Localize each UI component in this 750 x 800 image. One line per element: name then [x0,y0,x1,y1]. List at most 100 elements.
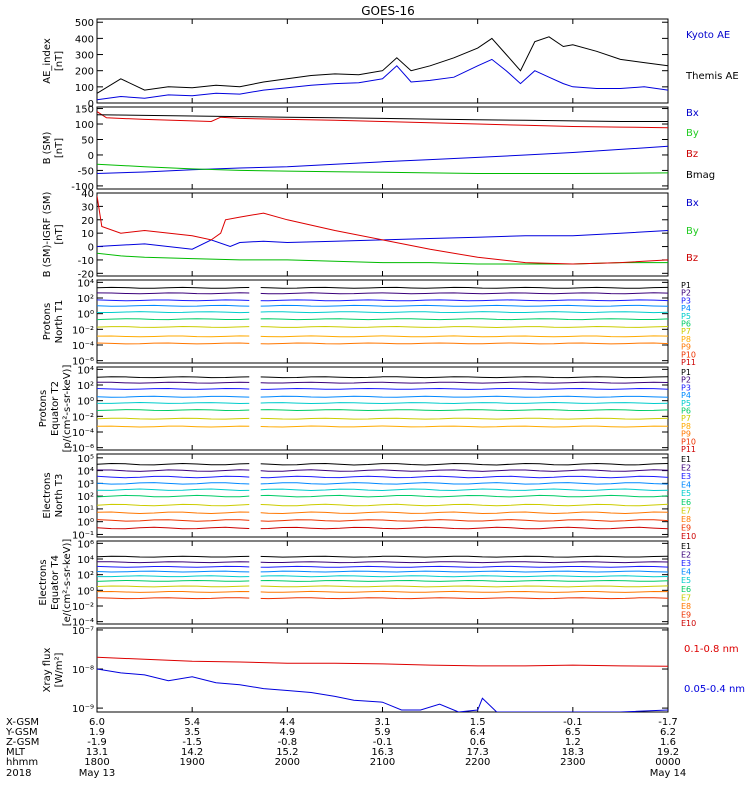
channel-label-e10: E10 [681,619,696,628]
legend-entry: Themis AE [685,71,739,82]
plot-area [97,462,668,530]
panel-bigrf: -20 -10 0 10 20 30 40 B (SM)-IGRF (SM) [nT] Bx By B… [42,189,699,280]
channel-label-p10: P10 [681,437,696,446]
channel-label-p7: P7 [681,327,691,336]
y-tick-label: 10⁻¹ [72,530,94,541]
axis-row-value: 5.9 [375,727,391,738]
legend-entry: Bz [686,253,698,264]
y-tick-label: 0 [88,243,94,254]
axis-row-value: 1800 [84,757,109,768]
channel-line-p2 [97,292,668,295]
panel-frame [96,540,669,625]
panel-e_t4: 10⁻⁴ 10⁻² 10⁰ 10² 10⁴ 10⁶ Electrons Equator T4[… [38,539,696,629]
y-tick-label: 200 [75,67,94,78]
channel-line-p7 [97,417,668,420]
y-tick-label: 10⁻⁶ [72,444,94,455]
y-tick-label: 10⁰ [77,397,94,408]
y-tick-label: 150 [75,105,94,116]
panel-p_t1: 10⁻⁶ 10⁻⁴ 10⁻² 10⁰ 10² 10⁴ Protons North T1 P1P2… [42,278,696,367]
y-axis-label: [p/(cm²-s-sr-keV)] [62,365,73,453]
y-tick-label: 10⁵ [77,454,94,465]
axis-row-value: 13.1 [86,747,108,758]
y-tick-label: -10 [78,256,94,267]
y-axis-label: AE_index [42,38,53,84]
data-gap [249,281,261,362]
series-line-kyoto-ae [97,58,668,101]
channel-line-p3 [97,299,668,302]
channel-label-e6: E6 [681,498,691,507]
channel-label-p2: P2 [681,376,691,385]
axis-row-label: X-GSM [6,717,39,728]
channel-label-e7: E7 [681,506,691,515]
panel-frame [96,18,669,104]
y-tick-label: 10⁻⁴ [72,618,94,629]
plot-area [97,286,668,345]
axis-row-value: 1.9 [89,727,105,738]
legend-entry: 0.05-0.4 nm [684,684,745,695]
channel-line-p8 [97,425,668,428]
y-tick-label: 30 [81,202,94,213]
channel-line-e8 [97,511,668,515]
channel-label-p11: P11 [681,358,696,367]
y-tick-label: 10⁻⁹ [72,704,94,715]
axis-row-value: -0.1 [373,737,393,748]
y-axis-label: [W/m²] [54,652,65,687]
series-line-bz [97,195,668,265]
channel-line-e2 [97,561,668,564]
axis-row-value: 1900 [179,757,204,768]
channel-label-e3: E3 [681,559,691,568]
panel-p_t2: 10⁻⁶ 10⁻⁴ 10⁻² 10⁰ 10² 10⁴ Protons Equator T2 [p… [38,365,696,455]
legend-entry: Bmag [686,170,715,181]
series-line-by [97,163,668,174]
axis-row-value: 14.2 [181,747,203,758]
channel-line-p1 [97,376,668,379]
y-tick-label: 10⁻⁶ [72,357,94,368]
channel-label-e5: E5 [681,489,691,498]
axis-row-label: Z-GSM [6,737,39,748]
y-axis-label: North T3 [54,474,65,518]
y-tick-label: -20 [78,269,94,280]
legend-entry: Bx [686,198,699,209]
channel-line-p8 [97,335,668,338]
channel-line-p4 [97,304,668,307]
axis-row-label: Y-GSM [5,727,38,738]
axis-row-value: -0.1 [563,717,583,728]
channel-line-p3 [97,387,668,390]
axis-row-value: 1.5 [470,717,486,728]
channel-label-p10: P10 [681,350,696,359]
channel-line-e8 [97,590,668,593]
channel-line-e10 [97,526,668,530]
plot-area [97,656,668,712]
axis-row-value: 19.2 [657,747,679,758]
axis-row-value: 6.4 [470,727,486,738]
channel-line-p1 [97,286,668,289]
data-gap [249,455,261,536]
series-line-bx [97,145,668,174]
channel-line-e7 [97,503,668,507]
y-tick-label: -100 [71,182,94,193]
plot-area [97,376,668,428]
series-line-bmag [97,114,668,122]
channel-line-p4 [97,395,668,398]
y-tick-label: 500 [75,18,94,29]
y-tick-label: -50 [78,166,94,177]
y-tick-label: 10⁻² [72,325,94,336]
axis-row-label: 2018 [6,768,31,779]
channel-label-p2: P2 [681,289,691,298]
channel-line-e7 [97,585,668,588]
axis-row-value: 2100 [370,757,395,768]
y-tick-label: 10⁶ [77,539,94,550]
y-tick-label: 10² [77,571,94,582]
plot-area [97,195,668,265]
series-line-0-05-0-4-nm [97,668,668,712]
panel-bsm: -100 -50 0 50 100 150 B (SM) [nT] Bx By Bz Bmag [42,105,715,193]
channel-label-e8: E8 [681,602,691,611]
axis-row-value: 1.6 [660,737,676,748]
y-tick-label: 10² [77,492,94,503]
y-tick-label: 10² [77,381,94,392]
channel-label-p5: P5 [681,399,691,408]
series-line-0-1-0-8-nm [97,656,668,667]
axis-row-value: -0.8 [278,737,298,748]
